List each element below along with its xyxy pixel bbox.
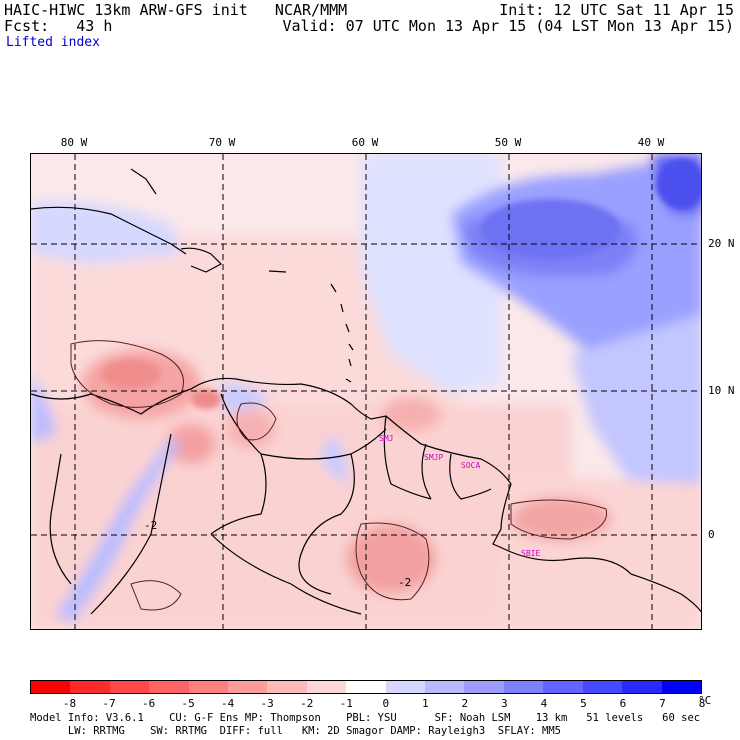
colorbar-tick-label: -6 xyxy=(141,697,156,710)
colorbar-swatch xyxy=(306,681,347,693)
colorbar-tick-label: 0 xyxy=(382,697,390,710)
colorbar-tick-label: -2 xyxy=(300,697,314,710)
init-time: Init: 12 UTC Sat 11 Apr 15 xyxy=(499,1,734,19)
colorbar-tick-label: 5 xyxy=(580,697,587,710)
colorbar-swatch xyxy=(267,681,307,693)
lon-label: 80 W xyxy=(60,136,88,149)
colorbar-tick-label: 6 xyxy=(619,697,627,710)
station-label-sbie: SBIE xyxy=(521,549,540,558)
colorbar-swatch xyxy=(346,681,386,693)
colorbar-tick-label: 3 xyxy=(501,697,508,710)
colorbar-tick-label: 1 xyxy=(421,697,429,710)
colorbar-swatch xyxy=(31,681,71,693)
contour-label: -2 xyxy=(398,576,411,589)
colorbar-unit: °C xyxy=(698,694,712,707)
lat-lon-grid xyxy=(31,154,701,629)
lon-label: 50 W xyxy=(494,136,522,149)
field-shading xyxy=(31,154,701,629)
colorbar-tick-label: 7 xyxy=(659,697,666,710)
model-title: HAIC-HIWC 13km ARW-GFS init NCAR/MMM xyxy=(4,1,348,19)
valid-time: Valid: 07 UTC Mon 13 Apr 15 (04 LST Mon … xyxy=(282,17,734,35)
colorbar-tick-label: -5 xyxy=(181,697,195,710)
colorbar xyxy=(30,680,702,694)
lat-label: 10 N xyxy=(708,384,735,397)
station-labels: SMJ SMJP SOCA SBIE xyxy=(379,434,540,558)
colorbar-swatch xyxy=(109,681,150,693)
model-info-line1: Model Info: V3.6.1 CU: G-F Ens MP: Thomp… xyxy=(30,712,701,724)
field-name: Lifted index xyxy=(6,35,100,50)
coastlines xyxy=(31,168,701,615)
lifted-index-map: -2 -2 SMJ SMJP SOCA SBIE xyxy=(30,153,702,630)
colorbar-swatch xyxy=(464,681,504,693)
contour-label: -2 xyxy=(144,519,157,532)
colorbar-tick-label: 8 xyxy=(698,697,706,710)
contour-lines xyxy=(70,340,608,611)
colorbar-swatch xyxy=(503,681,544,693)
colorbar-swatch xyxy=(385,681,426,693)
colorbar-swatch xyxy=(582,681,623,693)
colorbar-swatch xyxy=(622,681,662,693)
station-label-smj: SMJ xyxy=(379,434,393,443)
colorbar-tick-label: 2 xyxy=(461,697,469,710)
lat-label: 20 N xyxy=(708,237,735,250)
station-label-smjp: SMJP xyxy=(424,453,443,462)
colorbar-swatch xyxy=(188,681,229,693)
lat-label: 0 xyxy=(708,528,715,541)
colorbar-tick-label: -8 xyxy=(62,697,77,710)
colorbar-tick-label: -3 xyxy=(260,697,274,710)
lon-label: 70 W xyxy=(208,136,236,149)
colorbar-swatch xyxy=(228,681,268,693)
lon-label: 60 W xyxy=(351,136,379,149)
colorbar-tick-label: -7 xyxy=(102,697,116,710)
colorbar-swatch xyxy=(425,681,465,693)
colorbar-swatch xyxy=(70,681,110,693)
forecast-hour: Fcst: 43 h xyxy=(4,17,113,35)
colorbar-tick-label: -4 xyxy=(221,697,235,710)
map-canvas: -2 -2 SMJ SMJP SOCA SBIE xyxy=(31,154,701,629)
colorbar-swatch xyxy=(661,681,701,693)
colorbar-tick-label: -1 xyxy=(339,697,353,710)
colorbar-tick-label: 4 xyxy=(540,697,548,710)
model-info-line2: LW: RRTMG SW: RRTMG DIFF: full KM: 2D Sm… xyxy=(30,725,562,737)
station-label-soca: SOCA xyxy=(461,461,480,470)
colorbar-swatch xyxy=(149,681,189,693)
colorbar-swatch xyxy=(543,681,583,693)
lon-label: 40 W xyxy=(637,136,665,149)
